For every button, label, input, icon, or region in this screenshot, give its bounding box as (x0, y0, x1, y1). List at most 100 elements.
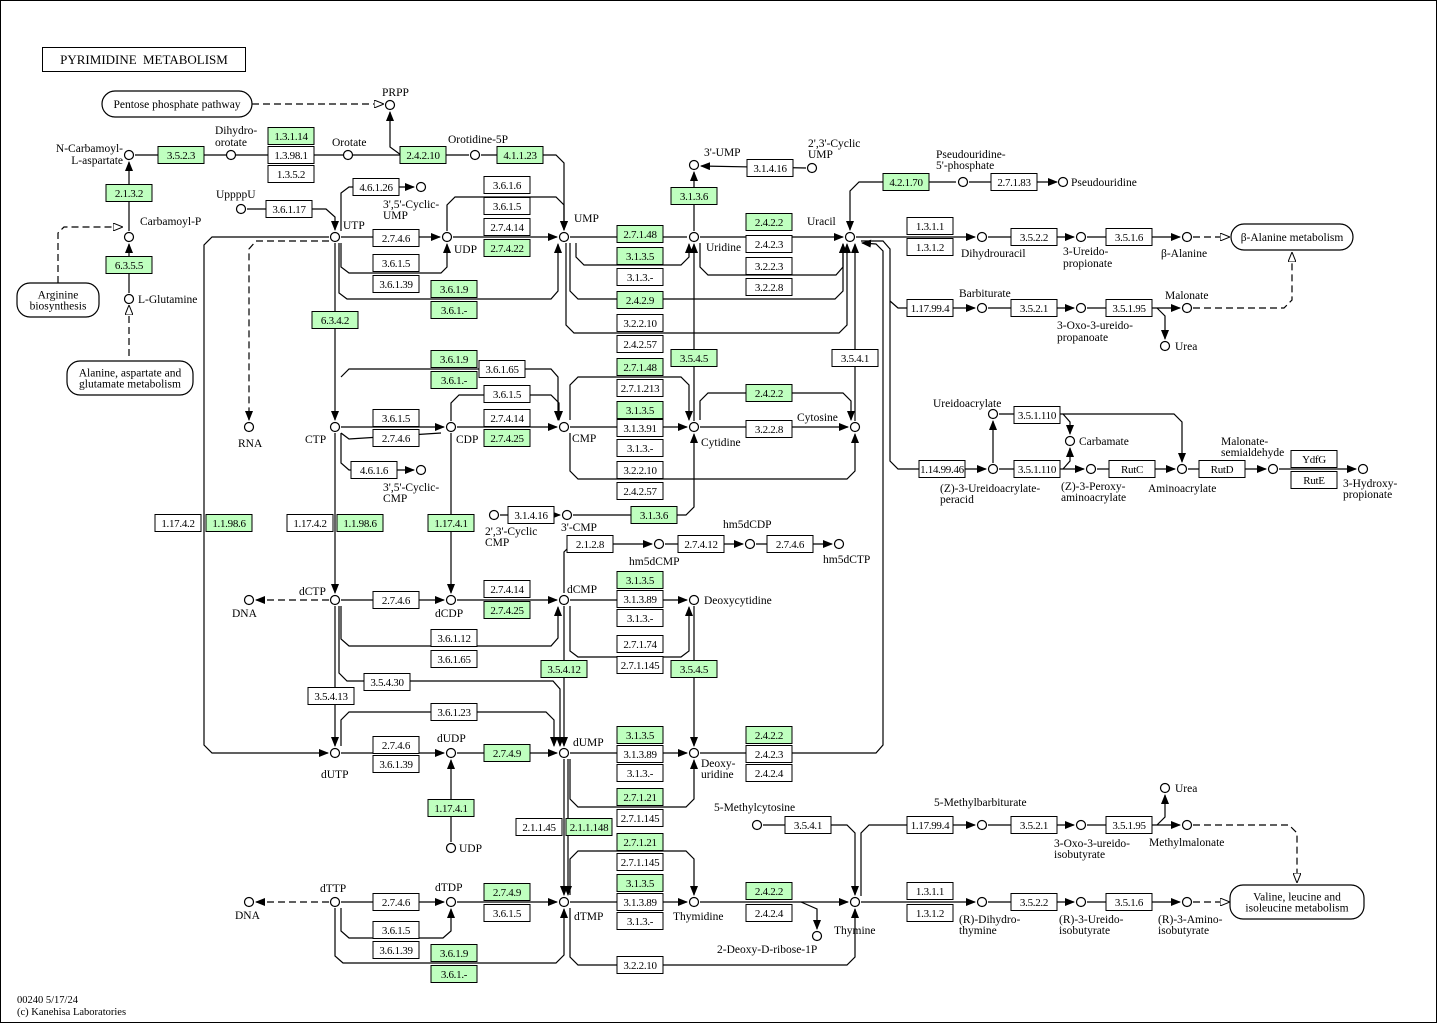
compound-node[interactable]: CMP (558, 421, 597, 446)
enzyme-box-plain[interactable] (616, 912, 664, 930)
enzyme-box-plain[interactable] (352, 178, 400, 196)
enzyme-box-plain[interactable] (616, 745, 664, 763)
enzyme-box[interactable]: 3.6.1.5 (483, 385, 531, 403)
enzyme-box[interactable]: 2.7.4.6 (372, 229, 420, 247)
compound-node[interactable]: Barbiturate (959, 288, 1011, 314)
compound-node[interactable]: DNA (235, 896, 261, 923)
enzyme-box-plain[interactable] (265, 200, 313, 218)
enzyme-box[interactable]: RutE (1290, 471, 1338, 489)
enzyme-box[interactable]: 3.2.2.8 (745, 278, 793, 296)
compound-node[interactable]: Thymine (834, 896, 876, 938)
enzyme-box-plain[interactable] (906, 217, 954, 235)
enzyme-box[interactable]: 3.5.1.95 (1105, 299, 1153, 317)
compound-circle[interactable] (415, 181, 427, 193)
compound-circle[interactable] (1075, 231, 1087, 243)
enzyme-box-plain[interactable] (566, 535, 614, 553)
enzyme-box[interactable]: 2.7.4.6 (372, 591, 420, 609)
compound-node[interactable]: Cytosine (797, 412, 861, 433)
compound-circle[interactable] (806, 162, 818, 174)
compound-node[interactable]: DNA (232, 594, 258, 621)
enzyme-box-plain[interactable] (483, 385, 531, 403)
enzyme-box-plain[interactable] (745, 278, 793, 296)
compound-circle[interactable] (558, 421, 570, 433)
compound-node[interactable]: Orotate (332, 137, 366, 161)
enzyme-box[interactable]: 2.7.1.145 (616, 809, 664, 827)
enzyme-box-plain[interactable] (677, 535, 725, 553)
enzyme-box[interactable]: 3.6.1.- (430, 965, 478, 983)
enzyme-box-plain[interactable] (616, 461, 664, 479)
compound-circle[interactable] (987, 463, 999, 475)
enzyme-box[interactable]: 1.3.1.2 (906, 904, 954, 922)
enzyme-box-plain[interactable] (906, 299, 954, 317)
enzyme-box[interactable]: 2.4.2.9 (616, 291, 664, 309)
compound-node[interactable]: Pseudouridine (1057, 176, 1137, 189)
compound-node[interactable]: 2-Deoxy-D-ribose-1P (717, 930, 823, 957)
enzyme-box-highlighted[interactable] (882, 173, 930, 191)
compound-circle[interactable] (1181, 819, 1193, 831)
compound-node[interactable]: UDP (445, 842, 483, 855)
compound-node[interactable]: hm5dCTP (823, 538, 870, 567)
compound-node[interactable]: Uracil (807, 216, 856, 243)
enzyme-box[interactable]: 2.4.2.3 (745, 235, 793, 253)
enzyme-box-plain[interactable] (1198, 460, 1246, 478)
enzyme-box-plain[interactable] (483, 218, 531, 236)
enzyme-box[interactable]: 3.6.1.5 (483, 904, 531, 922)
enzyme-box-plain[interactable] (1108, 460, 1156, 478)
enzyme-box-plain[interactable] (483, 176, 531, 194)
enzyme-box[interactable]: 3.1.3.5 (616, 874, 664, 892)
compound-node[interactable]: 3'-UMP (688, 147, 741, 171)
compound-circle[interactable] (1267, 463, 1279, 475)
enzyme-box[interactable]: 1.17.99.4 (906, 816, 954, 834)
enzyme-box[interactable]: 3.6.1.39 (372, 941, 420, 959)
compound-circle[interactable] (329, 594, 341, 606)
enzyme-box-highlighted[interactable] (616, 788, 664, 806)
compound-node[interactable]: RNA (238, 421, 263, 451)
enzyme-box-highlighted[interactable] (616, 291, 664, 309)
enzyme-box-highlighted[interactable] (427, 514, 475, 532)
compound-node[interactable]: 3-Oxo-3-ureido-isobutyrate (1054, 819, 1130, 862)
compound-circle[interactable] (445, 896, 457, 908)
enzyme-box[interactable]: 2.7.4.25 (483, 601, 531, 619)
compound-node[interactable]: dCMP (558, 584, 598, 606)
enzyme-box[interactable]: 3.6.1.5 (372, 921, 420, 939)
compound-circle[interactable] (329, 421, 341, 433)
enzyme-box[interactable]: 2.7.4.22 (483, 239, 531, 257)
enzyme-box[interactable]: 3.5.2.2 (1010, 893, 1058, 911)
compound-node[interactable]: Ureidoacrylate (933, 398, 1001, 420)
compound-circle[interactable] (123, 293, 135, 305)
compound-node[interactable]: dCTP (299, 586, 341, 606)
enzyme-box[interactable]: 2.4.2.2 (745, 384, 793, 402)
compound-circle[interactable] (688, 159, 700, 171)
enzyme-box-highlighted[interactable] (616, 247, 664, 265)
compound-circle[interactable] (976, 231, 988, 243)
enzyme-box[interactable]: 2.7.1.21 (616, 788, 664, 806)
compound-circle[interactable] (329, 896, 341, 908)
compound-circle[interactable] (688, 421, 700, 433)
enzyme-box-plain[interactable] (483, 409, 531, 427)
enzyme-box-plain[interactable] (616, 853, 664, 871)
enzyme-box-plain[interactable] (1010, 228, 1058, 246)
enzyme-box-plain[interactable] (430, 650, 478, 668)
compound-circle[interactable] (1075, 896, 1087, 908)
enzyme-box[interactable]: 2.4.2.3 (745, 745, 793, 763)
enzyme-box[interactable]: 1.3.1.14 (267, 127, 315, 145)
compound-node[interactable]: Orotidine-5P (448, 134, 508, 161)
compound-circle[interactable] (243, 421, 255, 433)
compound-circle[interactable] (751, 819, 763, 831)
compound-node[interactable]: Cytidine (688, 421, 741, 450)
enzyme-box[interactable]: RutD (1198, 460, 1246, 478)
enzyme-box-highlighted[interactable] (670, 187, 718, 205)
enzyme-box[interactable]: 3.5.4.5 (670, 660, 718, 678)
compound-node[interactable]: (R)-3-Amino-isobutyrate (1158, 896, 1223, 938)
enzyme-box-plain[interactable] (372, 409, 420, 427)
compound-circle[interactable] (445, 747, 457, 759)
enzyme-box-plain[interactable] (1290, 471, 1338, 489)
enzyme-box[interactable]: 2.4.2.2 (745, 726, 793, 744)
compound-node[interactable]: Carbamoyl-P (123, 216, 202, 243)
enzyme-box[interactable]: 3.6.1.- (430, 301, 478, 319)
enzyme-box-highlighted[interactable] (483, 744, 531, 762)
compound-circle[interactable] (1181, 896, 1193, 908)
enzyme-box-highlighted[interactable] (430, 371, 478, 389)
compound-node[interactable]: L-Glutamine (123, 293, 198, 306)
compound-node[interactable]: hm5dCDP (723, 519, 772, 550)
